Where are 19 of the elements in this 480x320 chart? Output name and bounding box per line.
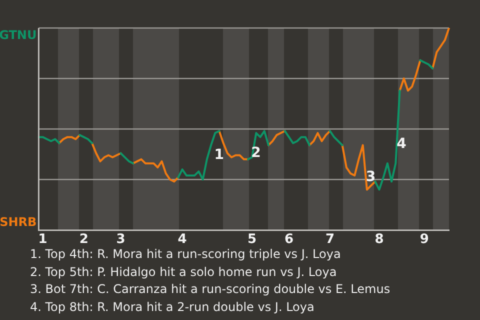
annotation: 4	[396, 136, 406, 152]
x-tick-label: 4	[178, 232, 187, 248]
x-tick-label: 9	[420, 232, 429, 248]
x-tick-label: 1	[38, 232, 48, 248]
text: 1. Top 4th: R. Mora hit a run-scoring triple vs J. Loya	[30, 246, 342, 263]
text: 2. Top 5th: P. Hidalgo hit a solo home run vs J. Loya	[30, 264, 338, 280]
x-tick-label: 5	[248, 232, 257, 248]
annotation: 2	[251, 145, 261, 162]
x-tick-label: 8	[374, 232, 384, 248]
text: SHRB	[0, 215, 37, 229]
annotation: 1	[214, 147, 224, 164]
x-tick-label: 2	[79, 232, 88, 248]
x-tick-label: 3	[116, 232, 126, 248]
x-tick-label: 7	[325, 232, 335, 248]
annotation: 3	[366, 169, 376, 186]
text: GTNU	[0, 28, 37, 42]
text: 3. Bot 7th: C. Carranza hit a run-scoring double vs E. Lemus	[30, 281, 390, 298]
x-tick-label: 6	[284, 232, 294, 248]
text: 4. Top 8th: R. Mora hit a 2-run double vs J. Loya	[30, 298, 316, 316]
